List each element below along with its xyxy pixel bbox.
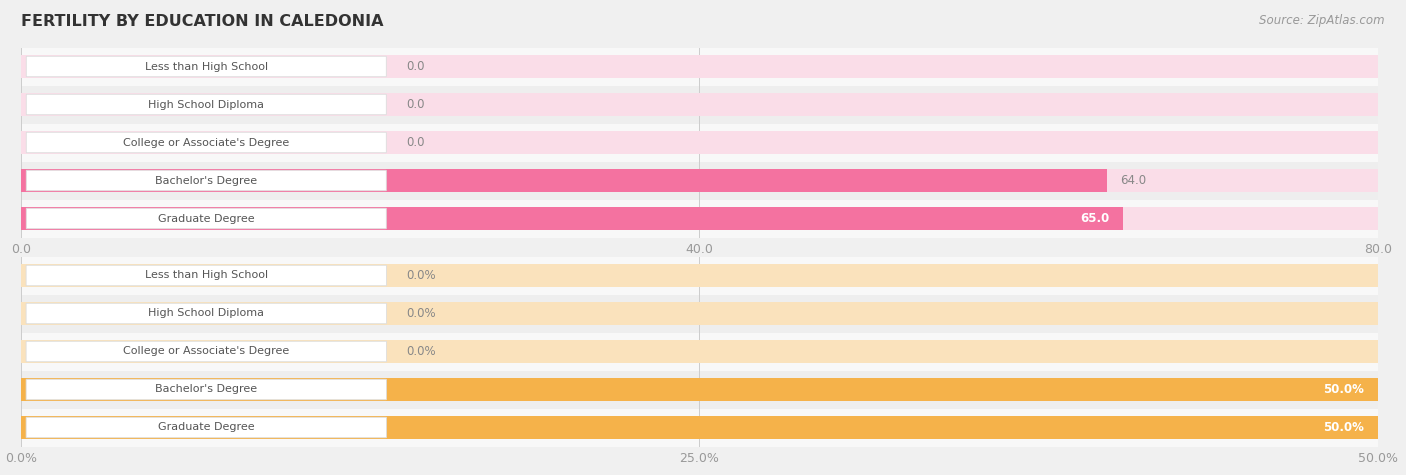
Bar — [21, 169, 1107, 192]
Bar — [21, 378, 1378, 401]
Bar — [21, 169, 1378, 192]
FancyBboxPatch shape — [27, 379, 387, 400]
Bar — [21, 124, 1378, 162]
Bar — [21, 93, 1378, 116]
FancyBboxPatch shape — [27, 132, 387, 153]
Bar — [21, 332, 1378, 371]
FancyBboxPatch shape — [27, 56, 387, 77]
Text: High School Diploma: High School Diploma — [148, 99, 264, 110]
Bar — [21, 370, 1378, 408]
Text: 0.0%: 0.0% — [406, 269, 436, 282]
FancyBboxPatch shape — [27, 341, 387, 362]
Text: 50.0%: 50.0% — [1323, 383, 1364, 396]
Bar — [21, 416, 1378, 439]
FancyBboxPatch shape — [27, 303, 387, 324]
FancyBboxPatch shape — [27, 208, 387, 229]
Text: 0.0: 0.0 — [406, 60, 425, 73]
Text: FERTILITY BY EDUCATION IN CALEDONIA: FERTILITY BY EDUCATION IN CALEDONIA — [21, 14, 384, 29]
Text: 64.0: 64.0 — [1121, 174, 1146, 187]
Text: Graduate Degree: Graduate Degree — [157, 422, 254, 433]
Bar — [21, 340, 1378, 363]
Text: High School Diploma: High School Diploma — [148, 308, 264, 319]
FancyBboxPatch shape — [27, 417, 387, 438]
Bar — [21, 256, 1378, 294]
Text: 65.0: 65.0 — [1081, 212, 1109, 225]
Text: 0.0%: 0.0% — [406, 345, 436, 358]
Text: 0.0: 0.0 — [406, 136, 425, 149]
FancyBboxPatch shape — [27, 94, 387, 115]
Bar — [21, 200, 1378, 238]
Text: 0.0%: 0.0% — [406, 307, 436, 320]
Bar — [21, 207, 1123, 230]
Bar — [21, 302, 1378, 325]
Text: Source: ZipAtlas.com: Source: ZipAtlas.com — [1260, 14, 1385, 27]
Text: Less than High School: Less than High School — [145, 61, 269, 72]
Bar — [21, 86, 1378, 124]
Text: College or Associate's Degree: College or Associate's Degree — [124, 137, 290, 148]
Bar — [21, 416, 1378, 439]
FancyBboxPatch shape — [27, 265, 387, 286]
Text: College or Associate's Degree: College or Associate's Degree — [124, 346, 290, 357]
Text: Bachelor's Degree: Bachelor's Degree — [155, 384, 257, 395]
Bar — [21, 408, 1378, 446]
Bar — [21, 294, 1378, 332]
Bar — [21, 131, 1378, 154]
Text: 0.0: 0.0 — [406, 98, 425, 111]
Bar — [21, 264, 1378, 287]
Text: Less than High School: Less than High School — [145, 270, 269, 281]
Text: 50.0%: 50.0% — [1323, 421, 1364, 434]
Text: Graduate Degree: Graduate Degree — [157, 213, 254, 224]
Bar — [21, 55, 1378, 78]
FancyBboxPatch shape — [27, 170, 387, 191]
Bar — [21, 207, 1378, 230]
Bar — [21, 378, 1378, 401]
Bar — [21, 162, 1378, 199]
Bar — [21, 48, 1378, 86]
Text: Bachelor's Degree: Bachelor's Degree — [155, 175, 257, 186]
